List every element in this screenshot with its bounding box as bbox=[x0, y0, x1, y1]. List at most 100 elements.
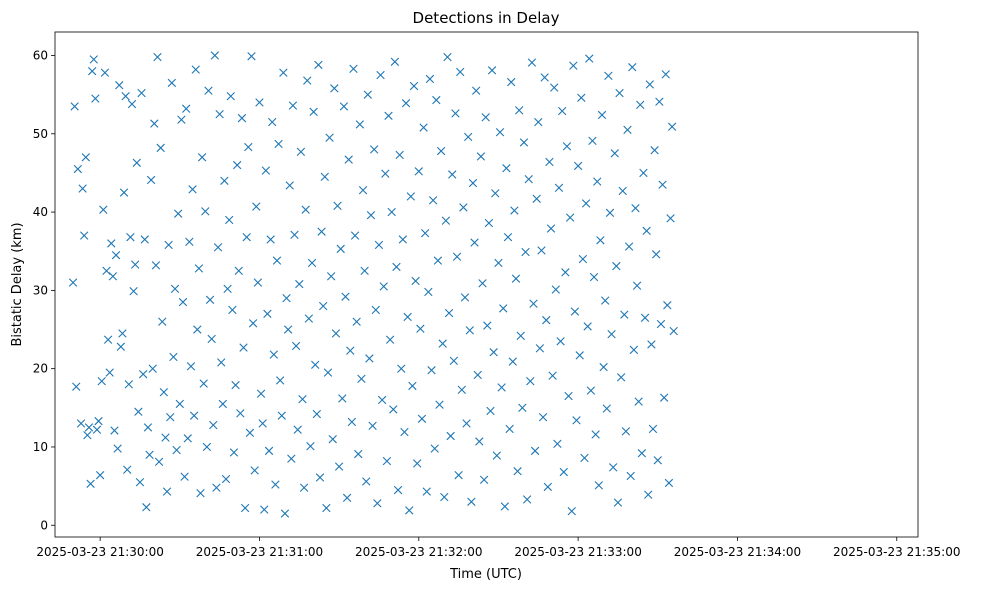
data-point bbox=[323, 368, 333, 377]
data-point bbox=[231, 380, 240, 390]
data-point bbox=[84, 423, 94, 432]
data-point bbox=[534, 117, 543, 127]
data-point bbox=[183, 434, 192, 443]
data-point bbox=[328, 434, 337, 444]
y-axis: 0 10 20 30 40 50 60 bbox=[33, 48, 55, 532]
data-point bbox=[632, 281, 642, 290]
data-point bbox=[479, 475, 489, 485]
data-point bbox=[285, 181, 294, 190]
data-point bbox=[624, 242, 634, 251]
data-point bbox=[502, 164, 511, 173]
data-point bbox=[417, 414, 427, 423]
data-point bbox=[220, 176, 229, 185]
data-point bbox=[497, 383, 506, 392]
data-point bbox=[656, 319, 666, 329]
data-point bbox=[191, 65, 200, 74]
data-point bbox=[651, 250, 661, 259]
data-point bbox=[207, 334, 216, 344]
data-point bbox=[374, 240, 384, 250]
data-point bbox=[521, 247, 530, 257]
data-point bbox=[354, 449, 363, 459]
data-point bbox=[452, 252, 462, 261]
data-point bbox=[319, 301, 328, 311]
data-point bbox=[530, 446, 540, 456]
data-point bbox=[605, 208, 615, 218]
y-tick-label: 40 bbox=[33, 205, 48, 219]
data-point bbox=[510, 206, 519, 215]
data-point bbox=[448, 170, 457, 179]
data-point bbox=[298, 395, 307, 404]
data-point bbox=[108, 272, 118, 281]
data-point bbox=[131, 260, 140, 269]
data-point bbox=[307, 258, 317, 268]
data-point bbox=[535, 344, 545, 353]
data-point bbox=[492, 451, 502, 460]
data-point bbox=[597, 110, 607, 120]
data-point bbox=[618, 186, 627, 196]
data-point bbox=[301, 205, 310, 214]
data-point bbox=[100, 68, 110, 77]
data-point bbox=[291, 341, 301, 351]
data-point bbox=[97, 377, 106, 386]
data-point bbox=[105, 368, 114, 377]
data-point bbox=[94, 416, 103, 426]
data-point bbox=[124, 380, 134, 389]
data-point bbox=[151, 261, 161, 270]
data-point bbox=[336, 244, 345, 254]
data-point bbox=[470, 238, 479, 247]
data-point bbox=[258, 419, 267, 428]
data-point bbox=[363, 90, 372, 99]
data-point bbox=[277, 411, 286, 420]
data-point bbox=[296, 147, 306, 156]
data-point bbox=[303, 76, 312, 85]
data-point bbox=[659, 393, 669, 402]
x-tick-label: 2025-03-23 21:35:00 bbox=[833, 545, 960, 559]
data-point bbox=[653, 456, 662, 465]
data-point bbox=[103, 335, 113, 344]
data-point bbox=[456, 67, 465, 77]
data-point bbox=[553, 439, 562, 449]
data-point bbox=[287, 454, 296, 463]
data-point bbox=[573, 161, 583, 171]
data-point bbox=[236, 409, 245, 418]
data-point bbox=[169, 352, 178, 362]
data-point bbox=[256, 389, 266, 398]
data-point bbox=[293, 425, 302, 434]
data-point bbox=[247, 52, 256, 61]
data-point bbox=[436, 146, 446, 156]
data-point bbox=[666, 214, 675, 223]
data-point bbox=[462, 419, 471, 428]
data-point bbox=[116, 342, 126, 351]
data-point bbox=[290, 230, 299, 239]
data-point bbox=[269, 350, 278, 359]
data-point bbox=[178, 297, 188, 307]
data-point bbox=[73, 164, 83, 174]
data-point bbox=[581, 199, 591, 208]
data-point bbox=[322, 503, 331, 513]
data-point bbox=[411, 276, 420, 286]
data-point bbox=[615, 88, 624, 98]
data-point bbox=[441, 216, 451, 225]
data-point bbox=[72, 382, 81, 391]
data-point bbox=[377, 395, 387, 405]
data-point bbox=[537, 246, 546, 255]
data-point bbox=[180, 472, 189, 481]
data-point bbox=[526, 377, 535, 386]
data-point bbox=[357, 374, 366, 384]
data-point bbox=[271, 480, 280, 489]
data-point bbox=[349, 64, 358, 73]
data-point bbox=[162, 487, 172, 496]
data-point bbox=[217, 358, 226, 367]
data-point bbox=[299, 483, 309, 492]
data-point bbox=[333, 201, 342, 211]
data-point bbox=[140, 235, 149, 244]
data-point bbox=[338, 394, 347, 403]
data-point bbox=[113, 444, 122, 453]
data-point bbox=[430, 444, 439, 453]
data-point bbox=[667, 122, 677, 131]
data-point bbox=[548, 371, 557, 380]
data-point bbox=[409, 81, 419, 91]
data-point bbox=[86, 479, 95, 488]
data-point bbox=[514, 106, 524, 115]
data-point bbox=[389, 405, 398, 414]
